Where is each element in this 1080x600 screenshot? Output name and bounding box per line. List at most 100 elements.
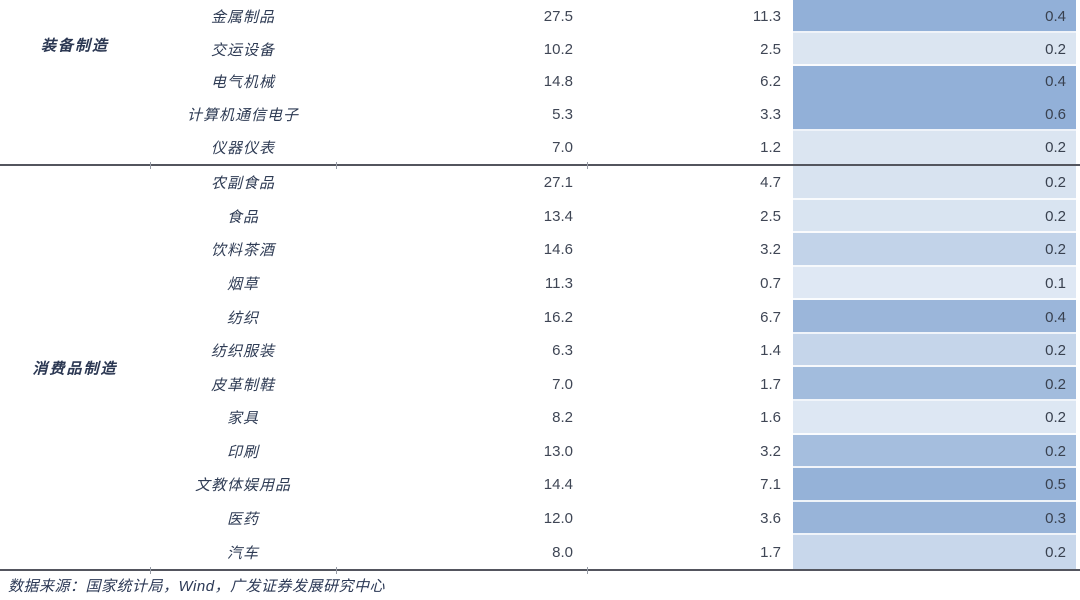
industry-cell: 纺织 [226, 309, 259, 327]
value1-cell: 6.3 [552, 342, 573, 360]
industry-cell: 仪器仪表 [210, 140, 275, 158]
industry-cell: 医药 [226, 511, 259, 529]
highlight-cell: 0.2 [793, 401, 1076, 435]
section-consumer-goods-manufacturing: 消费品制造 农副食品 27.1 4.7 0.2 食品 13.4 2.5 0.2 饮料茶酒 14.6 3… [0, 166, 1080, 569]
highlight-cell: 0.1 [793, 266, 1076, 301]
highlight-cell: 0.4 [793, 0, 1076, 33]
industry-cell: 家具 [226, 410, 259, 428]
table-row: 饮料茶酒 14.6 3.2 0.2 [0, 233, 1080, 267]
industry-cell: 农副食品 [210, 175, 275, 193]
value2-cell: 3.2 [760, 241, 781, 259]
value1-cell: 7.0 [552, 375, 573, 393]
industry-cell: 皮革制鞋 [210, 376, 275, 394]
column-tick [587, 162, 588, 169]
industry-cell: 文教体娱用品 [194, 477, 291, 495]
value1-cell: 8.2 [552, 409, 573, 427]
table-row: 交运设备 10.2 2.5 0.2 [0, 32, 1080, 66]
industry-cell: 纺织服装 [210, 343, 275, 361]
value2-cell: 3.6 [760, 510, 781, 528]
value2-cell: 11.3 [752, 7, 781, 25]
table-row: 皮革制鞋 7.0 1.7 0.2 [0, 367, 1080, 402]
value1-cell: 14.8 [543, 73, 573, 91]
value2-cell: 3.3 [760, 106, 781, 124]
highlight-cell: 0.2 [793, 434, 1076, 469]
highlight-cell: 0.2 [793, 32, 1076, 66]
value2-cell: 6.2 [760, 73, 781, 91]
highlight-cell: 0.2 [793, 333, 1076, 368]
value2-cell: 1.7 [760, 543, 781, 561]
value1-cell: 16.2 [543, 308, 573, 326]
table-row: 纺织 16.2 6.7 0.4 [0, 300, 1080, 334]
value1-cell: 8.0 [552, 543, 573, 561]
industry-cell: 电气机械 [210, 74, 275, 92]
highlight-cell: 0.4 [793, 65, 1076, 99]
industry-cell: 烟草 [226, 276, 259, 294]
source-note: 数据来源：国家统计局，Wind，广发证券发展研究中心 [8, 578, 386, 595]
table-row: 汽车 8.0 1.7 0.2 [0, 535, 1080, 569]
value1-cell: 13.0 [543, 442, 573, 460]
highlight-cell: 0.2 [793, 535, 1076, 569]
category-label: 消费品制造 [32, 360, 118, 377]
table-row: 电气机械 14.8 6.2 0.4 [0, 65, 1080, 99]
value1-cell: 11.3 [544, 275, 573, 293]
value2-cell: 6.7 [760, 308, 781, 326]
table-row: 医药 12.0 3.6 0.3 [0, 501, 1080, 536]
industry-cell: 金属制品 [210, 8, 275, 26]
value1-cell: 14.4 [543, 476, 573, 494]
table-row: 仪器仪表 7.0 1.2 0.2 [0, 131, 1080, 164]
highlight-cell: 0.2 [793, 233, 1076, 267]
value1-cell: 27.5 [543, 7, 573, 25]
highlight-cell: 0.2 [793, 367, 1076, 402]
column-tick [587, 567, 588, 574]
value1-cell: 13.4 [543, 207, 573, 225]
value1-cell: 27.1 [543, 174, 573, 192]
highlight-cell: 0.3 [793, 501, 1076, 536]
table-row: 家具 8.2 1.6 0.2 [0, 401, 1080, 435]
value1-cell: 5.3 [552, 106, 573, 124]
value1-cell: 14.6 [543, 241, 573, 259]
table-row: 文教体娱用品 14.4 7.1 0.5 [0, 468, 1080, 502]
value2-cell: 0.7 [760, 275, 781, 293]
table-row: 印刷 13.0 3.2 0.2 [0, 434, 1080, 469]
value2-cell: 2.5 [760, 207, 781, 225]
table-row: 烟草 11.3 0.7 0.1 [0, 266, 1080, 301]
highlight-cell: 0.2 [793, 166, 1076, 200]
value2-cell: 4.7 [760, 174, 781, 192]
industry-cell: 计算机通信电子 [186, 107, 299, 125]
highlight-cell: 0.2 [793, 131, 1076, 164]
value1-cell: 12.0 [543, 510, 573, 528]
category-label: 装备制造 [40, 37, 109, 55]
section-divider [0, 162, 1080, 169]
industry-cell: 交运设备 [210, 41, 275, 59]
table-row: 计算机通信电子 5.3 3.3 0.6 [0, 98, 1080, 132]
highlight-cell: 0.2 [793, 199, 1076, 234]
value2-cell: 3.2 [760, 442, 781, 460]
value2-cell: 1.2 [760, 139, 781, 157]
value2-cell: 2.5 [760, 40, 781, 58]
column-tick [150, 162, 151, 169]
value2-cell: 7.1 [760, 476, 781, 494]
column-tick [336, 162, 337, 169]
value2-cell: 1.6 [760, 409, 781, 427]
industry-cell: 汽车 [226, 544, 259, 562]
highlight-cell: 0.4 [793, 300, 1076, 334]
highlight-cell: 0.6 [793, 98, 1076, 132]
table-row: 食品 13.4 2.5 0.2 [0, 199, 1080, 234]
value1-cell: 7.0 [552, 139, 573, 157]
bottom-rule [0, 567, 1080, 574]
value2-cell: 1.4 [760, 342, 781, 360]
table-row: 金属制品 27.5 11.3 0.4 [0, 0, 1080, 33]
value1-cell: 10.2 [543, 40, 573, 58]
industry-cell: 食品 [226, 208, 259, 226]
table-row: 农副食品 27.1 4.7 0.2 [0, 166, 1080, 200]
column-tick [150, 567, 151, 574]
industry-cell: 印刷 [226, 443, 259, 461]
section-equipment-manufacturing: 装备制造 金属制品 27.5 11.3 0.4 交运设备 10.2 2.5 0.2 电气机械 14.… [0, 0, 1080, 164]
table-row: 纺织服装 6.3 1.4 0.2 [0, 333, 1080, 368]
footer: 数据来源：国家统计局，Wind，广发证券发展研究中心 [0, 571, 1080, 600]
industry-cell: 饮料茶酒 [210, 242, 275, 260]
column-tick [336, 567, 337, 574]
highlight-cell: 0.5 [793, 468, 1076, 502]
value2-cell: 1.7 [760, 375, 781, 393]
